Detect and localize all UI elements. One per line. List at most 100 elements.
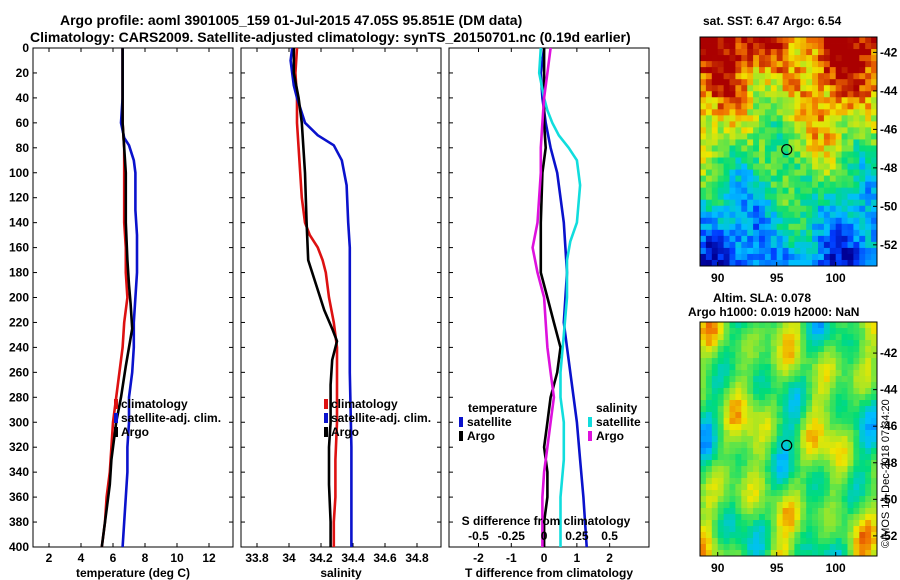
sst_map-cell (700, 199, 707, 207)
sst_map-cell (764, 241, 772, 249)
sla_map-cell (759, 412, 766, 419)
sst_map-cell (782, 127, 789, 134)
sst_map-cell (835, 157, 842, 164)
sst_map-cell (770, 85, 778, 92)
sla_map-cell (800, 376, 807, 383)
sst_map-cell (705, 151, 713, 158)
sst_map-cell (871, 187, 878, 195)
sla_map-cell (818, 538, 825, 545)
sst_map-cell (841, 235, 848, 243)
sla_map-cell (847, 400, 854, 407)
sst_map-cell (782, 139, 789, 146)
sla_map-cell (859, 466, 866, 473)
sst_map-cell (812, 151, 819, 158)
sla_map-cell (823, 346, 831, 353)
depth-tick-label: 60 (16, 116, 30, 130)
sla_map-cell (859, 550, 866, 557)
sst_map-cell (700, 133, 707, 140)
sla_map-cell (865, 346, 872, 353)
sst_map-cell (753, 157, 760, 164)
sla_map-cell (853, 442, 860, 449)
sst_map-cell (753, 235, 760, 243)
sst_map-cell (759, 187, 766, 195)
salinity-axes-frame (240, 47, 442, 548)
sla_map-cell (753, 520, 760, 527)
sla_map-cell (794, 430, 801, 437)
sla_map-cell (711, 346, 719, 353)
sst_map-cell (794, 49, 801, 56)
sst_map-cell (770, 259, 778, 267)
sst_map-cell (705, 67, 713, 74)
sla_map-cell (847, 346, 854, 353)
sla_map-cell (753, 376, 760, 383)
sst_map-cell (859, 241, 866, 249)
sst_map-cell (865, 235, 872, 243)
sla_map-cell (865, 466, 872, 473)
sla_map-cell (711, 532, 719, 539)
sla_map-cell (747, 430, 754, 437)
sst_map-ytick-label: -50 (880, 199, 898, 213)
sla_map-frame (699, 321, 878, 557)
sst_map-cell (806, 115, 813, 122)
sla_map-cell (788, 436, 795, 443)
sla_map-cell (853, 550, 860, 557)
sst_map-cell (865, 79, 872, 86)
sst_map-cell (829, 49, 837, 56)
sla_map-cell (871, 514, 878, 521)
sst_map-cell (794, 247, 801, 255)
sla_map-cell (776, 382, 783, 389)
sla_map-cell (729, 472, 736, 479)
sla_map-cell (835, 388, 842, 395)
sst_map-cell (806, 211, 813, 219)
sst_map-cell (711, 61, 719, 68)
sst_map-cell (812, 205, 819, 213)
sla_map-cell (806, 376, 813, 383)
sla_map-cell (747, 460, 754, 467)
sla_map-cell (741, 544, 748, 551)
sla_map-cell (705, 376, 713, 383)
sst_map-cell (818, 241, 825, 249)
sla_map-cell (794, 388, 801, 395)
sla_map-cell (841, 514, 848, 521)
sst_map-cell (753, 229, 760, 237)
sla_map-cell (818, 448, 825, 455)
sst_map-cell (788, 175, 795, 183)
sst_map-cell (770, 211, 778, 219)
sla_map-cell (871, 340, 878, 347)
sst_map-cell (800, 73, 807, 80)
sst_map-cell (829, 193, 837, 201)
sla_map-cell (729, 526, 736, 533)
sla_map-cell (711, 364, 719, 371)
sst_map-cell (741, 139, 748, 146)
sla_map-cell (741, 352, 748, 359)
sst_map-cell (717, 61, 724, 68)
temperature-xtick-label: 8 (142, 551, 149, 565)
sst_map-cell (812, 163, 819, 170)
sla_map-cell (759, 436, 766, 443)
sst_map-cell (853, 241, 860, 249)
sla_map-cell (847, 448, 854, 455)
sla_map-cell (812, 412, 819, 419)
sla_map-cell (753, 322, 760, 329)
sla_map-cell (847, 508, 854, 515)
sst_map-cell (782, 241, 789, 249)
sst_map-cell (770, 37, 778, 44)
sst_map-cell (717, 55, 724, 62)
sla_map-cell (741, 466, 748, 473)
sla_map-cell (711, 454, 719, 461)
sla_map-cell (800, 466, 807, 473)
sla_map-cell (717, 544, 724, 551)
sla_map-cell (747, 334, 754, 341)
sla_map-cell (776, 466, 783, 473)
sst_map-cell (800, 55, 807, 62)
sla_map-cell (853, 364, 860, 371)
sla_map-cell (847, 502, 854, 509)
sla_map-cell (735, 334, 742, 341)
sst_map-cell (705, 193, 713, 201)
sla_map-cell (723, 376, 730, 383)
salinity-legend-label: Argo (596, 429, 624, 443)
sst_map-cell (705, 55, 713, 62)
sla_map-cell (723, 442, 730, 449)
sst_map-cell (735, 223, 742, 231)
sst_map-cell (735, 247, 742, 255)
